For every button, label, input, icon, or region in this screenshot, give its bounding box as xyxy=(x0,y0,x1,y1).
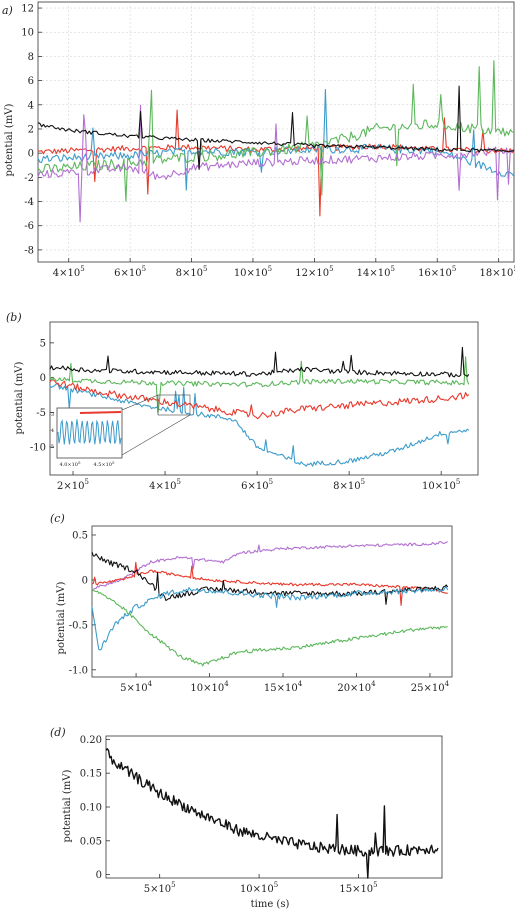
y-tick-label: 0 xyxy=(28,149,34,160)
x-tick-label: 10×105 xyxy=(240,881,278,895)
plot-frame xyxy=(91,525,453,678)
x-tick-label: 6×105 xyxy=(114,265,146,279)
inset-connector xyxy=(121,414,191,456)
panel-label: (d) xyxy=(50,726,66,739)
inset-y-tick-label: -5 xyxy=(49,444,54,450)
x-tick-label: 10×105 xyxy=(234,265,272,279)
series-line xyxy=(91,588,448,667)
y-tick-label: 12 xyxy=(21,4,34,15)
inset-y-tick-label: -3 xyxy=(49,412,54,418)
y-tick-label: -6 xyxy=(24,221,34,232)
x-tick-label: 5×104 xyxy=(120,680,152,694)
y-tick-label: 0.10 xyxy=(80,803,102,814)
series-line xyxy=(37,60,515,202)
x-tick-label: 8×105 xyxy=(333,478,365,492)
y-tick-label: -1.0 xyxy=(69,665,88,676)
x-tick-label: 18×105 xyxy=(479,265,515,279)
inset-frame xyxy=(56,407,123,459)
y-tick-label: 0 xyxy=(96,870,102,881)
series-line xyxy=(105,748,439,879)
plot-area: -1.0 -0.5 0 0.5 5×104 10×104 15×104 20×104 25×10… xyxy=(69,525,453,694)
x-tick-label: 20×104 xyxy=(337,680,376,694)
x-tick-label: 15×105 xyxy=(339,881,377,895)
y-tick-label: 0.5 xyxy=(72,530,88,541)
inset-series-line xyxy=(57,419,122,445)
panel-label: a) xyxy=(2,4,13,17)
plot-area: -8 -6 -4 -2 0 2 4 6 8 10 12 4×105 6×105 8×105 10×105 12… xyxy=(21,1,515,279)
x-axis-label: time (s) xyxy=(251,899,290,909)
x-tick-label: 4×105 xyxy=(149,478,181,492)
plot-frame xyxy=(105,735,443,879)
inset-traces xyxy=(57,411,122,445)
inset-x-tick-label: 4.0×105 xyxy=(59,460,81,468)
y-axis-label: potential (mV) xyxy=(56,581,67,654)
y-tick-label: 10 xyxy=(21,28,34,39)
x-tick-label: 15×104 xyxy=(264,680,303,694)
series-line xyxy=(49,356,470,414)
y-tick-label: 0.15 xyxy=(80,769,102,780)
series-line xyxy=(49,379,470,420)
series-line xyxy=(91,586,449,651)
panel-label: (b) xyxy=(6,311,22,324)
series-line xyxy=(37,104,515,223)
panel-label: (c) xyxy=(50,512,65,525)
y-axis-label: potential (mV) xyxy=(62,769,73,842)
y-tick-label: 0.05 xyxy=(80,836,102,847)
x-tick-label: 8×105 xyxy=(176,265,208,279)
y-tick-label: 5 xyxy=(40,338,46,349)
y-tick-label: 6 xyxy=(28,76,34,87)
panel-a: a) potential (mV) -8 -6 -4 -2 0 2 4 6 8 10 12 4×105… xyxy=(2,1,515,279)
y-tick-label: 2 xyxy=(28,124,34,135)
series-line xyxy=(91,561,448,606)
x-tick-label: 2×105 xyxy=(57,478,89,492)
y-axis-label: potential (mV) xyxy=(4,103,15,176)
y-tick-label: -0.5 xyxy=(69,620,88,631)
y-tick-label: 4 xyxy=(28,100,34,111)
inset-source-box xyxy=(157,394,191,416)
x-tick-label: 25×104 xyxy=(411,680,450,694)
series-line xyxy=(37,85,514,170)
inset-connector xyxy=(121,394,159,411)
y-tick-label: -4 xyxy=(24,197,34,208)
series-line xyxy=(49,346,470,378)
series-line xyxy=(49,383,470,467)
x-tick-label: 16×105 xyxy=(418,265,456,279)
x-tick-label: 14×105 xyxy=(357,265,395,279)
y-tick-label: -8 xyxy=(24,245,34,256)
series-line xyxy=(37,88,515,191)
panel-c: (c) potential (mV) -1.0 -0.5 0 0.5 5×104 10×1… xyxy=(50,512,453,694)
y-tick-label: -10 xyxy=(30,443,46,454)
plot-area: 0 0.05 0.10 0.15 0.20 5×105 10×105 15×105 xyxy=(80,735,443,895)
inset-x-tick-label: 4.5×105 xyxy=(93,460,115,468)
y-tick-label: 0 xyxy=(82,575,88,586)
y-tick-label: -2 xyxy=(24,173,34,184)
x-tick-label: 5×105 xyxy=(144,881,176,895)
x-tick-label: 10×105 xyxy=(422,478,460,492)
y-tick-label: -5 xyxy=(36,408,46,419)
y-tick-label: 0.20 xyxy=(80,735,102,746)
y-tick-label: 0 xyxy=(40,373,46,384)
y-axis-label: potential (mV) xyxy=(14,361,25,434)
inset-y-tick-label: -4 xyxy=(49,428,54,434)
x-tick-label: 12×105 xyxy=(295,265,333,279)
panel-d: (d) potential (mV) 0 0.05 0.10 0.15 0.20 5×10… xyxy=(50,726,443,909)
inset-plot: -3 -4 -5 4.0×105 4.5×105 xyxy=(49,394,191,468)
x-tick-label: 6×105 xyxy=(241,478,273,492)
inset-series-line xyxy=(79,411,122,414)
x-tick-label: 4×105 xyxy=(53,265,85,279)
series-line xyxy=(91,541,448,591)
y-tick-label: 8 xyxy=(28,52,34,63)
x-tick-label: 10×104 xyxy=(190,680,229,694)
